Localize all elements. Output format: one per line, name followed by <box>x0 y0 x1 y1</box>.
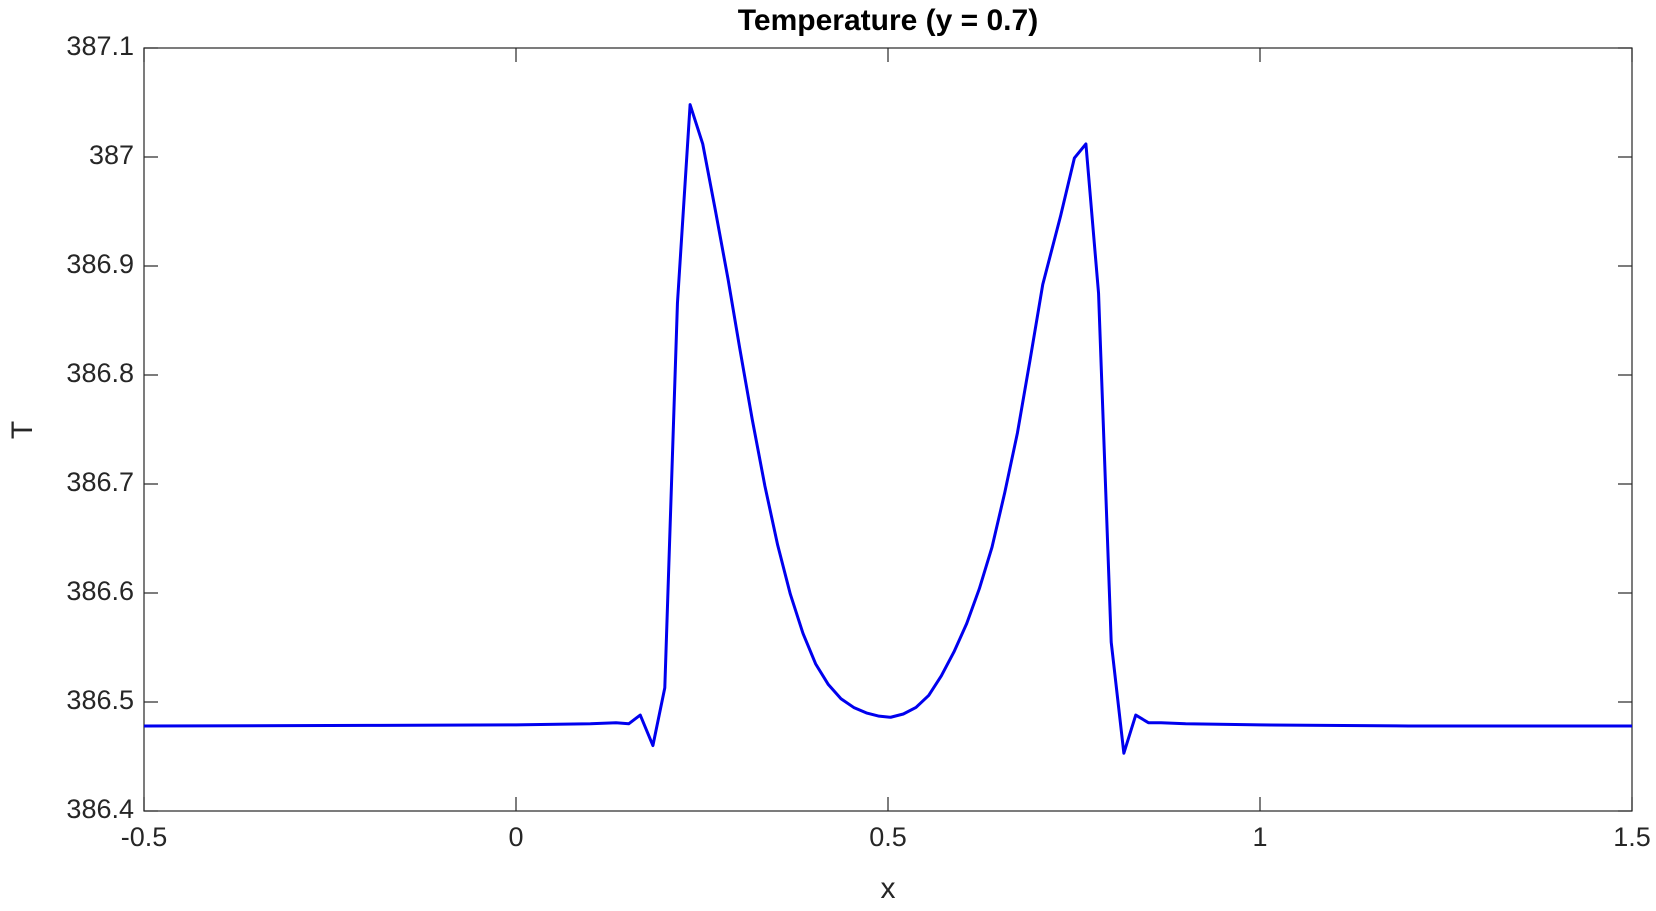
x-tick-label: 0.5 <box>869 822 907 852</box>
y-tick-label: 386.6 <box>66 576 134 606</box>
chart-title: Temperature (y = 0.7) <box>738 4 1038 37</box>
plot-frame <box>143 47 1633 812</box>
data-line <box>143 103 1632 755</box>
y-tick-label: 386.4 <box>66 794 134 824</box>
y-tick-label: 387 <box>89 140 134 170</box>
y-tick-label: 386.5 <box>66 685 134 715</box>
x-tick-label: 1.5 <box>1613 822 1651 852</box>
x-tick-label: -0.5 <box>121 822 168 852</box>
y-tick-label: 386.9 <box>66 249 134 279</box>
y-tick-label: 386.7 <box>66 467 134 497</box>
x-tick-label: 1 <box>1252 822 1267 852</box>
y-tick-label: 387.1 <box>66 31 134 61</box>
y-axis-label: T <box>6 421 39 439</box>
y-tick-label: 386.8 <box>66 358 134 388</box>
x-tick-label: 0 <box>508 822 523 852</box>
x-axis-label: x <box>881 872 896 905</box>
